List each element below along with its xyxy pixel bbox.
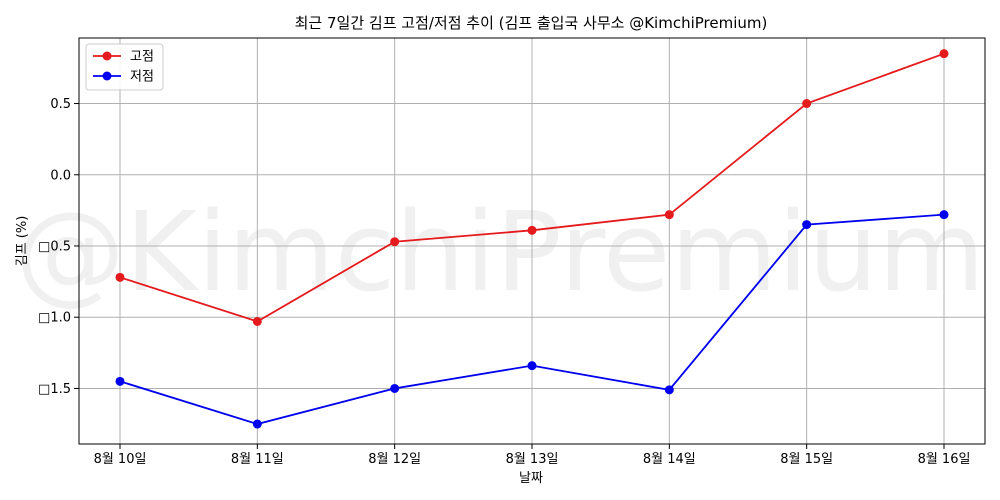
y-tick-label: □1.5 — [38, 382, 71, 397]
data-point-low — [802, 220, 812, 230]
data-point-low — [390, 383, 400, 393]
data-point-low — [115, 376, 125, 386]
series-high — [115, 49, 949, 326]
x-tick-label: 8월 16일 — [918, 452, 971, 467]
legend-label-low: 저점 — [130, 70, 154, 85]
data-point-high — [252, 316, 262, 326]
data-point-high — [390, 237, 400, 247]
y-tick-label: 0.0 — [50, 168, 71, 183]
data-point-low — [664, 385, 674, 395]
x-tick-label: 8월 13일 — [506, 452, 559, 467]
series-low — [115, 210, 949, 429]
axis-ticks: 8월 10일 8월 11일 8월 12일 8월 13일 8월 14일 8월 15일 8월 1… — [38, 97, 970, 467]
data-point-high — [802, 99, 812, 109]
data-point-high — [939, 49, 949, 59]
x-tick-label: 8월 11일 — [231, 452, 284, 467]
watermark: @KimchiPremium — [15, 188, 985, 316]
data-point-low — [939, 210, 949, 220]
series-layer — [115, 49, 949, 429]
y-tick-label: □0.5 — [38, 239, 71, 254]
data-point-low — [527, 361, 537, 371]
x-axis-label: 날짜 — [519, 471, 543, 486]
x-tick-label: 8월 12일 — [368, 452, 421, 467]
legend-marker-low — [102, 71, 112, 81]
data-point-high — [664, 210, 674, 220]
y-tick-label: 0.5 — [50, 97, 71, 112]
data-point-high — [115, 272, 125, 282]
x-tick-label: 8월 14일 — [643, 452, 696, 467]
x-tick-label: 8월 10일 — [94, 452, 147, 467]
legend-marker-high — [102, 51, 112, 61]
data-point-low — [252, 419, 262, 429]
x-tick-label: 8월 15일 — [780, 452, 833, 467]
data-point-high — [527, 225, 537, 235]
chart-title: 최근 7일간 김프 고점/저점 추이 (김프 출입국 사무소 @KimchiPr… — [295, 14, 768, 32]
y-tick-label: □1.0 — [38, 311, 71, 326]
y-axis-label: 김프 (%) — [15, 216, 30, 267]
legend-label-high: 고점 — [130, 50, 154, 65]
